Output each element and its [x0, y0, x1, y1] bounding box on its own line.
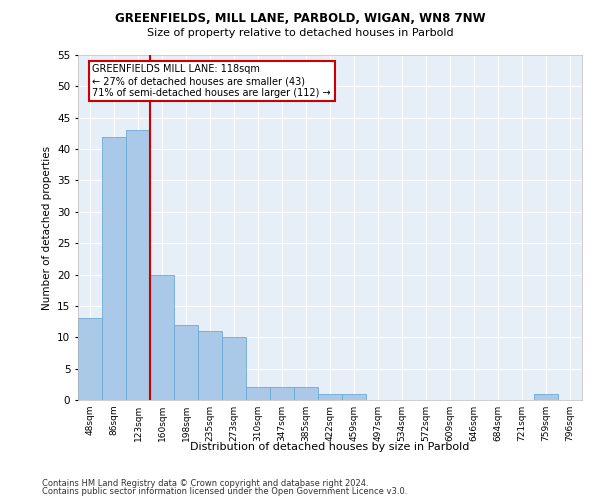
Bar — [102, 136, 126, 400]
Bar — [150, 274, 174, 400]
Text: Contains public sector information licensed under the Open Government Licence v3: Contains public sector information licen… — [42, 487, 407, 496]
Bar — [270, 388, 294, 400]
Bar — [534, 394, 558, 400]
Bar — [78, 318, 102, 400]
Bar — [318, 394, 342, 400]
Bar — [126, 130, 150, 400]
Bar — [294, 388, 318, 400]
Text: Size of property relative to detached houses in Parbold: Size of property relative to detached ho… — [146, 28, 454, 38]
Bar — [198, 331, 222, 400]
Text: Distribution of detached houses by size in Parbold: Distribution of detached houses by size … — [190, 442, 470, 452]
Bar — [174, 324, 198, 400]
Text: GREENFIELDS, MILL LANE, PARBOLD, WIGAN, WN8 7NW: GREENFIELDS, MILL LANE, PARBOLD, WIGAN, … — [115, 12, 485, 26]
Bar — [222, 338, 246, 400]
Y-axis label: Number of detached properties: Number of detached properties — [41, 146, 52, 310]
Text: GREENFIELDS MILL LANE: 118sqm
← 27% of detached houses are smaller (43)
71% of s: GREENFIELDS MILL LANE: 118sqm ← 27% of d… — [92, 64, 331, 98]
Bar — [246, 388, 270, 400]
Bar — [342, 394, 366, 400]
Text: Contains HM Land Registry data © Crown copyright and database right 2024.: Contains HM Land Registry data © Crown c… — [42, 478, 368, 488]
